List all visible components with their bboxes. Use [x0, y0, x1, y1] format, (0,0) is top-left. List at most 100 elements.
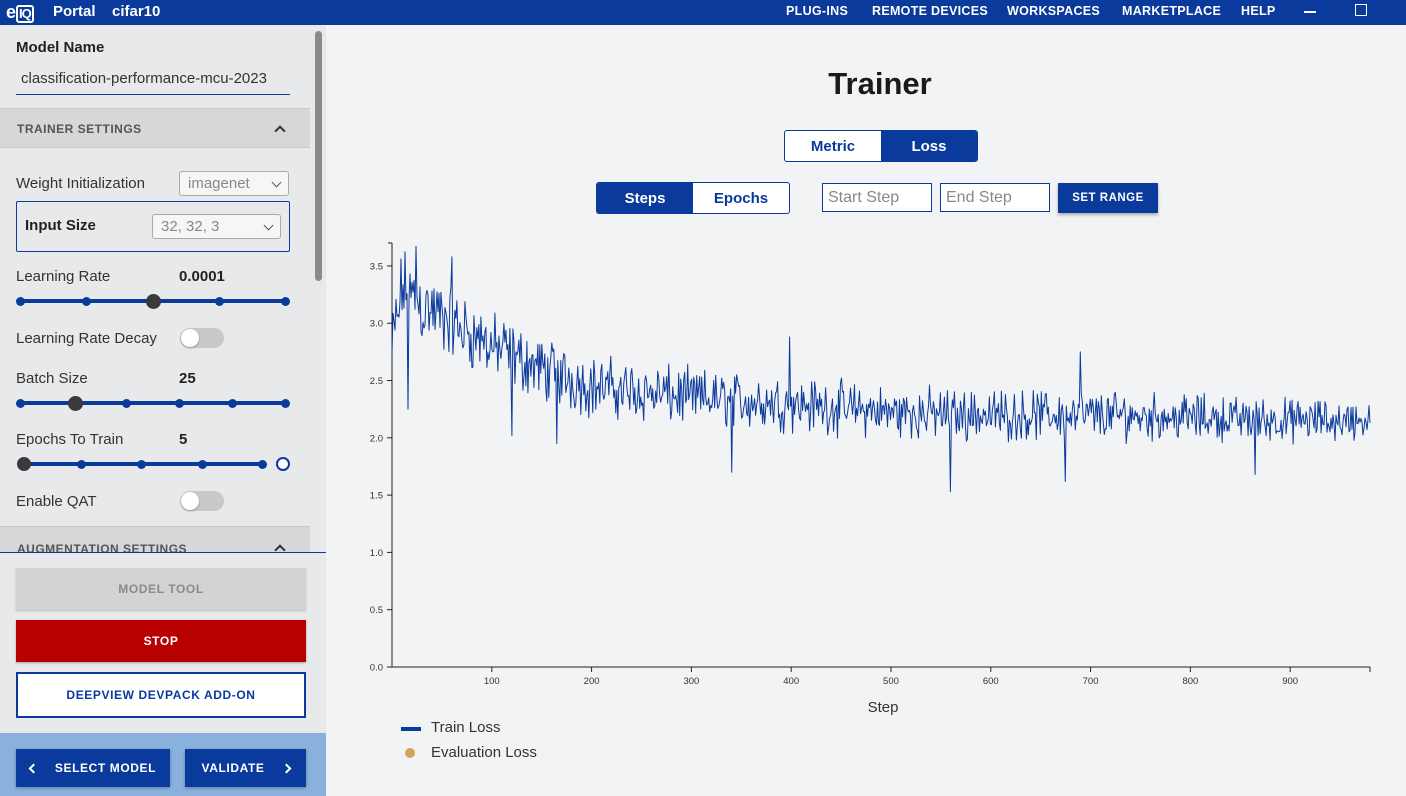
batch-size-slider[interactable] — [20, 401, 286, 405]
maximize-icon[interactable] — [1355, 4, 1367, 16]
chevron-down-icon — [271, 177, 282, 188]
x-axis-label: Step — [868, 699, 899, 716]
sidebar-divider — [0, 552, 326, 553]
epochs-label: Epochs To Train — [16, 431, 124, 448]
minimize-icon[interactable] — [1304, 11, 1316, 13]
trainer-settings-header[interactable]: TRAINER SETTINGS — [0, 108, 310, 148]
validate-button[interactable]: VALIDATE — [185, 749, 306, 787]
augmentation-settings-header[interactable]: AUGMENTATION SETTINGS — [0, 526, 310, 552]
toggle-knob — [181, 492, 199, 510]
slider-tick — [82, 297, 91, 306]
select-model-label: SELECT MODEL — [54, 761, 157, 775]
input-size-group — [16, 201, 290, 252]
end-step-input[interactable] — [940, 183, 1050, 212]
nav-workspaces[interactable]: WORKSPACES — [1007, 4, 1101, 18]
learning-rate-slider-thumb[interactable] — [146, 294, 161, 309]
weight-init-value: imagenet — [188, 175, 250, 192]
x-tick-label: 400 — [783, 676, 799, 687]
slider-tick — [281, 297, 290, 306]
x-tick-label: 200 — [584, 676, 600, 687]
input-size-label: Input Size — [25, 217, 96, 234]
weight-init-select[interactable]: imagenet — [179, 171, 289, 196]
model-tool-button[interactable]: MODEL TOOL — [16, 568, 306, 610]
train-loss-line — [391, 245, 1371, 493]
tab-steps[interactable]: Steps — [597, 183, 693, 213]
slider-tick — [228, 399, 237, 408]
qat-toggle[interactable] — [180, 491, 224, 511]
x-tick-label: 700 — [1083, 676, 1099, 687]
augmentation-settings-title: AUGMENTATION SETTINGS — [17, 542, 188, 552]
tab-metric[interactable]: Metric — [810, 137, 856, 155]
learning-rate-label: Learning Rate — [16, 268, 111, 285]
devpack-addon-button[interactable]: DEEPVIEW DEVPACK ADD-ON — [16, 672, 306, 718]
weight-init-label: Weight Initialization — [16, 175, 145, 192]
slider-tick — [258, 460, 267, 469]
epochs-slider-thumb[interactable] — [17, 457, 31, 471]
eiq-logo[interactable]: e IQ — [6, 2, 34, 23]
chevron-up-icon — [274, 544, 286, 552]
lr-decay-toggle[interactable] — [180, 328, 224, 348]
epochs-value: 5 — [179, 431, 188, 448]
slider-tick — [16, 399, 25, 408]
start-step-input[interactable] — [822, 183, 932, 212]
nav-remote-devices[interactable]: REMOTE DEVICES — [872, 4, 989, 18]
tab-epochs[interactable]: Epochs — [713, 189, 769, 207]
tab-loss[interactable]: Loss — [881, 131, 977, 161]
batch-size-slider-thumb[interactable] — [68, 396, 83, 411]
slider-tick — [281, 399, 290, 408]
x-tick-label: 800 — [1182, 676, 1198, 687]
x-tick-label: 300 — [683, 676, 699, 687]
qat-label: Enable QAT — [16, 493, 97, 510]
stop-button[interactable]: STOP — [16, 620, 306, 662]
model-name-label: Model Name — [16, 39, 105, 56]
x-tick-label: 900 — [1282, 676, 1298, 687]
legend-train-loss-label: Train Loss — [431, 719, 501, 736]
y-tick-label: 2.0 — [370, 433, 383, 444]
toggle-knob — [181, 329, 199, 347]
set-range-button[interactable]: SET RANGE — [1058, 183, 1158, 213]
input-size-value: 32, 32, 3 — [161, 218, 220, 235]
slider-tick — [175, 399, 184, 408]
legend-eval-loss-swatch — [405, 748, 415, 758]
loss-chart: 0.0 0.5 1.0 1.5 2.0 2.5 3.0 3.5 100 200 300 400 500 6… — [370, 242, 1371, 716]
x-tick-label: 600 — [983, 676, 999, 687]
settings-scroll-area: Model Name TRAINER SETTINGS Weight Initi… — [0, 25, 312, 552]
input-size-select[interactable]: 32, 32, 3 — [152, 214, 281, 239]
batch-size-label: Batch Size — [16, 370, 88, 387]
nav-marketplace[interactable]: MARKETPLACE — [1122, 4, 1222, 18]
metric-loss-toggle: Metric Loss — [784, 130, 978, 162]
trainer-settings-title: TRAINER SETTINGS — [17, 122, 142, 136]
y-tick-label: 3.5 — [370, 261, 383, 272]
chevron-left-icon — [28, 763, 39, 773]
steps-epochs-toggle: Steps Epochs — [596, 182, 790, 214]
y-tick-label: 1.5 — [370, 491, 383, 502]
project-name: cifar10 — [112, 3, 161, 20]
slider-end-marker — [276, 457, 290, 471]
slider-tick — [137, 460, 146, 469]
chevron-down-icon — [263, 220, 274, 231]
sidebar-scrollbar-thumb[interactable] — [315, 31, 322, 281]
x-tick-label: 500 — [883, 676, 899, 687]
y-tick-label: 0.0 — [370, 663, 383, 674]
legend-eval-loss-label: Evaluation Loss — [431, 744, 537, 761]
nav-plugins[interactable]: PLUG-INS — [786, 4, 849, 18]
model-name-input[interactable] — [16, 63, 290, 95]
y-tick-label: 3.0 — [370, 319, 383, 330]
select-model-button[interactable]: SELECT MODEL — [16, 749, 170, 787]
slider-tick — [198, 460, 207, 469]
slider-tick — [215, 297, 224, 306]
learning-rate-value: 0.0001 — [179, 268, 225, 285]
slider-tick — [16, 297, 25, 306]
nav-help[interactable]: HELP — [1241, 4, 1276, 18]
slider-tick — [77, 460, 86, 469]
chevron-right-icon — [281, 763, 291, 773]
x-tick-label: 100 — [484, 676, 500, 687]
sidebar: Model Name TRAINER SETTINGS Weight Initi… — [0, 25, 326, 796]
slider-tick — [122, 399, 131, 408]
page-title: Trainer — [828, 66, 932, 101]
top-bar: e IQ Portal cifar10 PLUG-INS REMOTE DEVIC… — [0, 0, 1406, 25]
validate-label: VALIDATE — [201, 761, 265, 775]
portal-brand[interactable]: Portal — [53, 3, 96, 20]
y-tick-label: 2.5 — [370, 376, 383, 387]
y-tick-label: 0.5 — [370, 605, 383, 616]
